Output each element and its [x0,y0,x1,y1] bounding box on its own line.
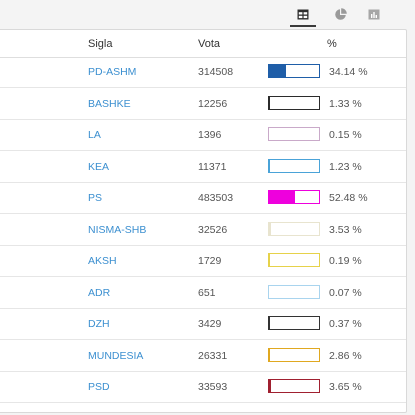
percent-bar [268,158,320,173]
percent-bar [268,95,320,110]
vote-count: 32526 [198,223,228,236]
party-name-link[interactable]: PD-ASHM [88,66,137,78]
bar-chart-view-button[interactable] [361,3,387,25]
pie-chart-view-button[interactable] [327,3,353,25]
table-row: AKSH 1729 0.19 % [0,246,406,277]
percent-bar [268,190,320,204]
percent-bar [268,284,320,299]
party-name-link[interactable]: PS [88,192,103,204]
percent-bar-fill [269,159,270,172]
vote-percent: 3.65 % [329,381,362,393]
party-name-link[interactable]: KEA [88,160,110,173]
header-party[interactable]: Sigla [88,38,113,50]
party-name-link[interactable]: MUNDESIA [88,349,144,362]
table-icon [297,9,309,19]
vote-percent: 0.19 % [329,255,362,267]
party-name-link[interactable]: PSD [88,381,110,393]
pie-chart-icon [334,7,347,20]
vote-count: 483503 [198,192,234,204]
table-row: PD-ASHM 314508 34.14 % [0,57,406,88]
percent-bar-fill [269,380,271,392]
vote-count: 12256 [198,97,228,110]
percent-bar [268,221,320,236]
party-name-link[interactable]: DZH [88,318,110,330]
party-name-link[interactable]: AKSH [88,255,117,267]
party-name-link[interactable]: LA [88,129,101,141]
percent-bar [268,253,320,267]
percent-bar-fill [269,65,287,77]
vote-percent: 3.53 % [329,223,362,236]
percent-bar [268,316,320,330]
vote-count: 1396 [198,129,222,141]
vote-percent: 0.07 % [329,286,362,299]
percent-bar [268,127,320,141]
vote-count: 33593 [198,381,228,393]
table-row: KEA 11371 1.23 % [0,152,406,183]
table-row: PS 483503 52.48 % [0,183,406,214]
header-votes[interactable]: Vota [198,38,221,50]
percent-bar-fill [269,222,271,235]
percent-bar-fill [269,191,296,203]
bar-chart-icon [368,9,380,19]
party-name-link[interactable]: BASHKE [88,97,131,110]
vote-count: 651 [198,286,216,299]
header-percent[interactable]: % [327,38,337,50]
percent-bar [268,64,320,78]
table-row: LA 1396 0.15 % [0,120,406,151]
vote-percent: 34.14 % [329,66,368,78]
vote-count: 3429 [198,318,222,330]
table-row: BASHKE 12256 1.33 % [0,89,406,120]
results-table: Sigla Vota % PD-ASHM 314508 34.14 % BASHKE 1… [0,29,407,413]
percent-bar [268,347,320,362]
vote-percent: 1.33 % [329,97,362,110]
party-name-link[interactable]: NISMA-SHB [88,223,147,236]
table-row: NISMA-SHB 32526 3.53 % [0,215,406,246]
vote-count: 11371 [198,160,227,173]
percent-bar-fill [269,348,271,361]
vote-percent: 2.86 % [329,349,362,362]
vote-count: 1729 [198,255,222,267]
party-name-link[interactable]: ADR [88,286,111,299]
table-row: ADR 651 0.07 % [0,278,406,309]
table-header: Sigla Vota % [0,30,406,58]
table-row: MUNDESIA 26331 2.86 % [0,341,406,372]
vote-count: 314508 [198,66,234,78]
table-row: DZH 3429 0.37 % [0,309,406,340]
percent-bar [268,379,320,393]
table-view-button[interactable] [290,3,316,27]
table-row: PSD 33593 3.65 % [0,372,406,403]
vote-percent: 0.15 % [329,129,362,141]
vote-percent: 1.23 % [329,160,362,173]
vote-percent: 52.48 % [329,192,368,204]
vote-percent: 0.37 % [329,318,362,330]
percent-bar-fill [269,96,270,109]
view-toolbar [0,0,415,30]
vote-count: 26331 [198,349,228,362]
